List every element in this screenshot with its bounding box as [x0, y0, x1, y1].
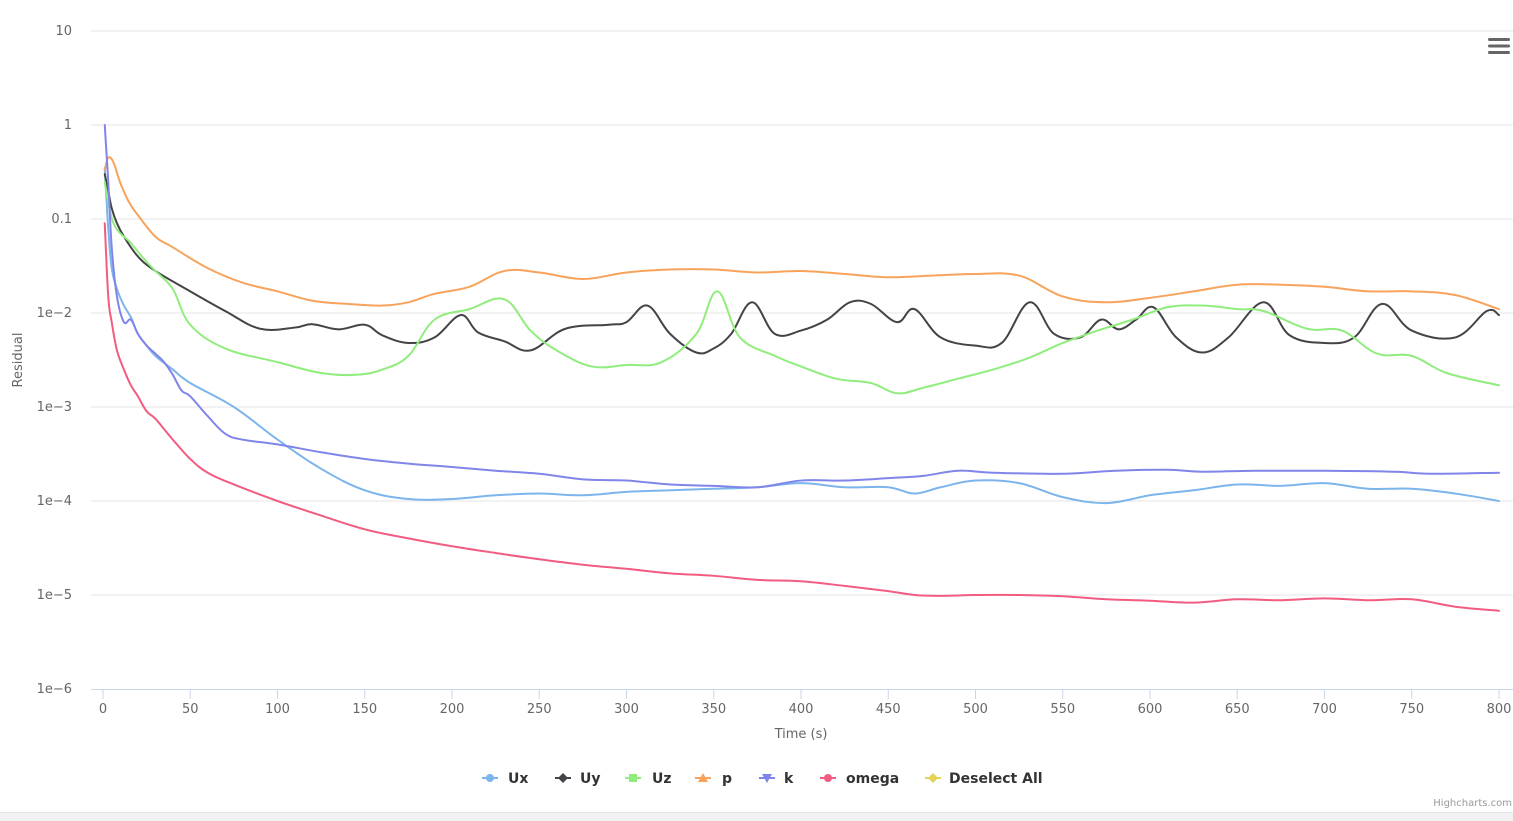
series-line-Uy[interactable] — [103, 173, 1500, 355]
hamburger-menu-icon[interactable] — [1488, 38, 1510, 54]
x-tick-label: 450 — [876, 702, 901, 717]
series-line-Uz[interactable] — [103, 180, 1500, 395]
x-tick-label: 100 — [265, 702, 290, 717]
legend-label: Uz — [652, 771, 672, 787]
legend-marker-icon — [629, 774, 637, 782]
series-group — [103, 124, 1500, 612]
y-tick-label: 1 — [64, 118, 72, 133]
y-tick-label: 1e−6 — [37, 682, 72, 697]
x-tick-label: 200 — [440, 702, 465, 717]
legend-marker-icon — [558, 773, 568, 783]
legend-item-ux[interactable]: Ux — [482, 771, 528, 787]
y-axis-title: Residual — [11, 333, 26, 388]
credits-link[interactable]: Highcharts.com — [1433, 798, 1512, 809]
legend-label: Ux — [508, 771, 528, 787]
legend-item-deselect-all[interactable]: Deselect All — [925, 771, 1043, 787]
x-tick-label: 50 — [182, 702, 199, 717]
x-tick-label: 700 — [1312, 702, 1337, 717]
legend-marker-icon — [698, 773, 708, 782]
y-tick-label: 0.1 — [51, 212, 72, 227]
legend-label: omega — [846, 771, 899, 787]
x-tick-label: 600 — [1138, 702, 1163, 717]
bottom-divider — [0, 812, 1513, 821]
y-tick-label: 1e−2 — [37, 306, 72, 321]
x-tick-label: 300 — [614, 702, 639, 717]
x-tick-label: 750 — [1399, 702, 1424, 717]
grid-lines — [91, 30, 1513, 596]
series-line-p[interactable] — [103, 156, 1500, 311]
legend-label: k — [784, 771, 794, 787]
y-tick-label: 1e−4 — [37, 494, 72, 509]
x-tick-label: 650 — [1225, 702, 1250, 717]
x-tick-label: 800 — [1487, 702, 1512, 717]
x-tick-label: 500 — [963, 702, 988, 717]
y-tick-label: 1e−5 — [37, 588, 72, 603]
x-tick-label: 350 — [701, 702, 726, 717]
x-tick-label: 150 — [352, 702, 377, 717]
legend-item-uy[interactable]: Uy — [555, 771, 601, 787]
x-tick-label: 400 — [789, 702, 814, 717]
legend-marker-icon — [486, 774, 494, 782]
x-tick-label: 550 — [1050, 702, 1075, 717]
y-tick-label: 1e−3 — [37, 400, 72, 415]
legend-label: p — [722, 771, 732, 787]
x-tick-label: 250 — [527, 702, 552, 717]
x-axis-title: Time (s) — [774, 727, 828, 742]
y-tick-label: 10 — [55, 24, 72, 39]
legend-marker-icon — [928, 773, 938, 783]
legend-item-uz[interactable]: Uz — [625, 771, 672, 787]
legend-label: Uy — [580, 771, 601, 787]
legend-marker-icon — [762, 774, 772, 783]
legend-label: Deselect All — [949, 771, 1043, 787]
x-tick-label: 0 — [99, 702, 107, 717]
legend-item-k[interactable]: k — [759, 771, 794, 787]
legend-item-p[interactable]: p — [695, 771, 732, 787]
series-line-k[interactable] — [103, 124, 1500, 489]
legend-item-omega[interactable]: omega — [820, 771, 899, 787]
legend-marker-icon — [824, 774, 832, 782]
legend: Ux Uy Uz p k omega Deselect All — [482, 771, 1043, 787]
series-line-omega[interactable] — [103, 222, 1500, 612]
